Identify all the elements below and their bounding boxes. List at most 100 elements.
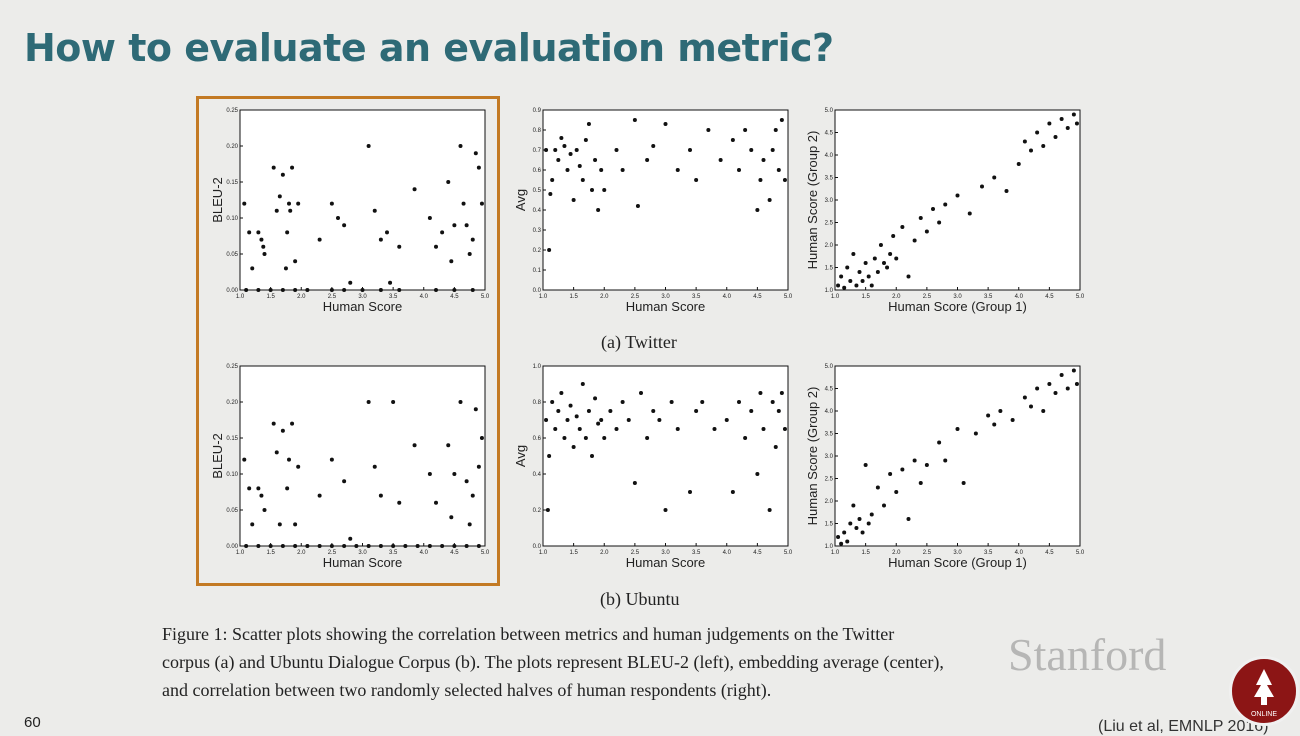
- data-point: [244, 544, 249, 548]
- data-point: [262, 252, 267, 256]
- data-point: [980, 184, 984, 189]
- y-tick-label: 4.0: [825, 153, 834, 159]
- x-tick-label: 2.5: [328, 550, 337, 556]
- data-point: [473, 407, 478, 412]
- data-point: [943, 458, 948, 463]
- data-point: [473, 151, 478, 156]
- data-point: [885, 265, 890, 270]
- data-point: [1004, 189, 1009, 193]
- caption-line: corpus (a) and Ubuntu Dialogue Corpus (b…: [162, 652, 944, 672]
- data-point: [842, 285, 847, 290]
- data-point: [547, 454, 552, 458]
- y-tick-label: 0.2: [533, 248, 542, 254]
- data-point: [992, 175, 997, 180]
- data-point: [280, 428, 285, 433]
- data-point: [779, 118, 784, 122]
- data-point: [866, 521, 871, 526]
- x-tick-label: 3.0: [953, 294, 962, 300]
- data-point: [743, 436, 748, 440]
- plot-area: [542, 109, 789, 291]
- x-tick-label: 3.5: [389, 550, 398, 556]
- data-point: [596, 421, 601, 426]
- data-point: [888, 252, 893, 256]
- data-point: [1041, 409, 1046, 413]
- data-point: [268, 288, 273, 292]
- x-tick-label: 2.5: [923, 294, 932, 300]
- x-tick-label: 1.0: [831, 294, 840, 300]
- data-point: [256, 288, 261, 292]
- data-point: [602, 188, 607, 192]
- y-tick-label: 0.6: [533, 168, 542, 174]
- scatter-svg: 1.0 1.5 2.0 2.5 3.0 3.5 4.0 4.5 5.0 1.0 1.5 2.0 2.5 3…: [805, 108, 1085, 314]
- data-point: [372, 208, 377, 213]
- data-point: [712, 427, 717, 431]
- data-point: [1074, 121, 1079, 126]
- data-point: [955, 427, 960, 431]
- y-tick-label: 1.0: [533, 364, 542, 370]
- data-point: [296, 201, 301, 206]
- x-tick-label: 1.0: [236, 294, 245, 300]
- data-point: [663, 122, 668, 126]
- data-point: [452, 472, 457, 476]
- data-point: [434, 244, 438, 249]
- x-tick-label: 4.5: [1045, 550, 1054, 556]
- data-point: [568, 403, 573, 408]
- data-point: [779, 391, 784, 395]
- y-tick-label: 0.3: [533, 228, 542, 234]
- data-point: [287, 457, 291, 462]
- x-tick-label: 5.0: [1076, 294, 1085, 300]
- data-point: [937, 440, 942, 445]
- x-tick-label: 3.5: [984, 550, 993, 556]
- data-point: [955, 193, 960, 198]
- data-point: [277, 194, 282, 199]
- data-point: [1022, 139, 1027, 144]
- data-point: [918, 481, 923, 485]
- data-point: [912, 238, 917, 243]
- data-point: [467, 252, 472, 256]
- y-tick-label: 0.7: [533, 148, 542, 154]
- data-point: [336, 216, 340, 220]
- data-point: [872, 256, 877, 261]
- x-tick-label: 2.5: [923, 550, 932, 556]
- data-point: [626, 418, 631, 422]
- data-point: [545, 508, 550, 512]
- data-point: [706, 128, 711, 132]
- y-axis-label: Avg: [513, 445, 528, 467]
- data-point: [571, 445, 576, 449]
- data-point: [550, 178, 555, 182]
- data-point: [305, 288, 310, 292]
- data-point: [639, 391, 643, 395]
- x-tick-label: 4.0: [723, 550, 732, 556]
- data-point: [770, 400, 775, 404]
- data-point: [1053, 391, 1058, 395]
- y-tick-label: 2.0: [825, 499, 834, 505]
- data-point: [836, 535, 841, 539]
- data-point: [632, 481, 637, 485]
- x-tick-label: 5.0: [1076, 550, 1085, 556]
- y-tick-label: 4.0: [825, 409, 834, 415]
- data-point: [577, 164, 582, 168]
- data-point: [271, 165, 276, 170]
- data-point: [937, 220, 942, 225]
- data-point: [882, 503, 886, 508]
- data-point: [918, 216, 923, 220]
- data-point: [860, 279, 865, 283]
- x-tick-label: 2.0: [297, 550, 306, 556]
- subcaption-twitter: (a) Twitter: [601, 332, 677, 352]
- data-point: [293, 522, 298, 527]
- data-point: [854, 526, 859, 530]
- data-point: [586, 122, 591, 126]
- data-point: [427, 544, 432, 548]
- data-point: [593, 158, 598, 162]
- y-tick-label: 4.5: [825, 131, 834, 137]
- x-tick-label: 2.5: [631, 294, 640, 300]
- data-point: [366, 400, 371, 404]
- data-point: [657, 418, 662, 422]
- data-point: [274, 450, 279, 455]
- data-point: [348, 280, 353, 285]
- data-point: [857, 270, 862, 274]
- data-point: [869, 512, 874, 517]
- data-point: [285, 230, 290, 235]
- data-point: [458, 400, 463, 404]
- data-point: [296, 464, 301, 469]
